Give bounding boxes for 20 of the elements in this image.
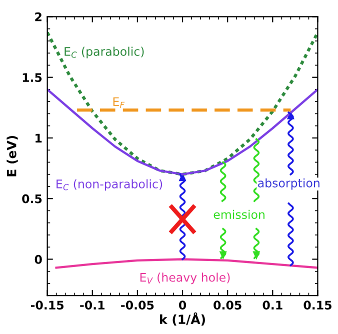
x-tick-label: 0.1 [262,300,282,310]
x-axis-title: k (1/Å) [160,312,205,326]
y-tick-label: 2 [35,12,42,22]
y-tick-label: 0 [34,254,42,264]
x-tick-label: -0.1 [80,300,104,310]
y-tick-label: 1 [36,134,42,142]
x-tick-label: 0.05 [214,300,242,310]
y-axis-title: E (eV) [6,136,18,176]
series-label: E$_{V}$ (heavy hole) [140,272,230,284]
x-tick-label: 0 [178,300,186,310]
y-tick-label: 1.5 [22,73,42,82]
x-tick-label: -0.15 [30,300,64,310]
x-tick-label: -0.05 [121,300,154,310]
annotation: absorption [258,178,320,190]
x-tick-label: 0.15 [304,300,332,310]
series-label: E$_{C}$ (parabolic) [64,46,144,58]
annotation: emission [214,210,264,219]
y-tick-label: 0.5 [22,194,42,204]
series-label: E$_{C}$ (non-parabolic) [56,179,162,191]
series-label: E$_{F}$ [113,97,125,108]
